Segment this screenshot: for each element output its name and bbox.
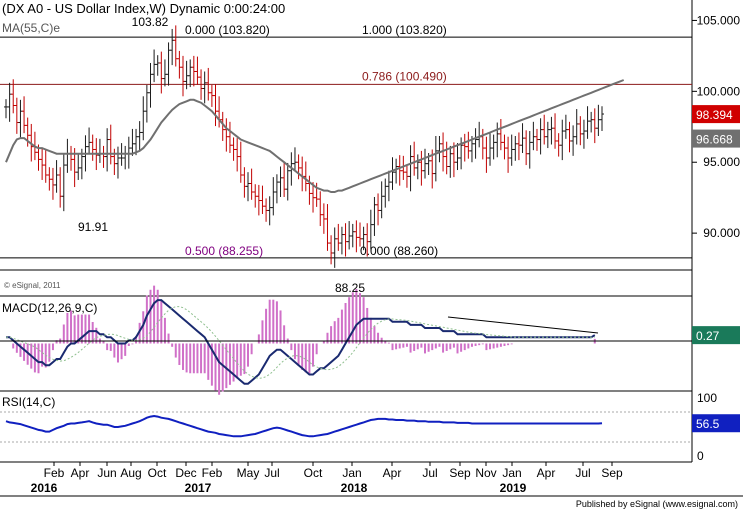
month-label: Apr: [71, 466, 90, 480]
rsi-tick-label: 100: [697, 391, 717, 405]
price-tick-label: 90.000: [703, 226, 740, 240]
year-label: 2018: [341, 481, 368, 495]
month-label: Feb: [44, 466, 65, 480]
ma-label: MA(55,C)e: [2, 21, 60, 35]
last-value-boxes: 98.394 96.668 0.27 56.5: [692, 105, 740, 433]
month-label: Dec: [175, 466, 196, 480]
svg-text:98.394: 98.394: [696, 108, 733, 122]
year-label: 2016: [31, 481, 58, 495]
macd-signal-line: [6, 306, 595, 379]
svg-text:0.27: 0.27: [696, 329, 720, 343]
fib-level-label: 0.000 (103.820): [185, 23, 270, 37]
macd-histogram: [12, 285, 596, 395]
fib-level-label: 1.000 (103.820): [362, 23, 447, 37]
last-price-box: 98.394: [692, 105, 740, 124]
price-tick-label: 100.000: [697, 84, 741, 98]
year-label: 2017: [185, 481, 212, 495]
macd-value-box: 0.27: [692, 326, 740, 345]
time-axis-ticks: Feb Apr Jun Aug Oct Dec Feb May Jul Oct Jan Apr Jul S…: [31, 462, 623, 495]
month-label: Sep: [449, 466, 471, 480]
price-bars: [4, 25, 604, 268]
price-bar: [600, 106, 604, 132]
month-label: Jun: [97, 466, 116, 480]
publisher-credit: Published by eSignal (www.esignal.com): [576, 499, 738, 509]
price-axis-ticks: 105.000 100.000 95.000 90.000: [692, 13, 740, 240]
watermark: © eSignal, 2011: [4, 281, 61, 290]
price-annotation: 91.91: [78, 220, 108, 234]
fib-level-label: 0.000 (88.260): [360, 244, 438, 258]
price-annotations: 103.82 91.91 88.25: [78, 15, 365, 295]
month-label: Jul: [422, 466, 437, 480]
price-annotation: 88.25: [335, 281, 365, 295]
svg-text:96.668: 96.668: [696, 133, 733, 147]
month-label: Sep: [601, 466, 623, 480]
month-label: Feb: [202, 466, 223, 480]
price-annotation: 103.82: [132, 15, 169, 29]
year-label: 2019: [500, 481, 527, 495]
rsi-value-box: 56.5: [692, 414, 740, 433]
macd-trendline: [447, 316, 599, 334]
price-pane: [0, 0, 743, 497]
macd-label: MACD(12,26,9,C): [2, 301, 97, 315]
price-tick-label: 95.000: [703, 155, 740, 169]
month-label: Jul: [264, 466, 279, 480]
month-label: Aug: [120, 466, 141, 480]
fibonacci-lines: 0.000 (103.820) 1.000 (103.820) 0.786 (100…: [0, 23, 692, 259]
fib-level-label: 0.786 (100.490): [362, 69, 447, 83]
price-tick-label: 105.000: [697, 13, 741, 27]
ma-55-line: [5, 79, 625, 193]
month-label: Apr: [383, 466, 402, 480]
month-label: Nov: [475, 466, 496, 480]
chart-title: (DX A0 - US Dollar Index,W) Dynamic 0:00…: [2, 1, 285, 16]
month-label: Jul: [575, 466, 590, 480]
fib-level-label: 0.500 (88.255): [185, 244, 263, 258]
month-label: Oct: [148, 466, 167, 480]
month-label: Apr: [537, 466, 556, 480]
rsi-tick-label: 0: [697, 449, 704, 463]
svg-text:56.5: 56.5: [696, 417, 720, 431]
rsi-line: [5, 414, 603, 438]
month-label: May: [237, 466, 260, 480]
month-label: Jan: [342, 466, 361, 480]
rsi-label: RSI(14,C): [2, 395, 55, 409]
month-label: Jan: [502, 466, 521, 480]
month-label: Oct: [304, 466, 323, 480]
ma-value-box: 96.668: [692, 129, 740, 148]
